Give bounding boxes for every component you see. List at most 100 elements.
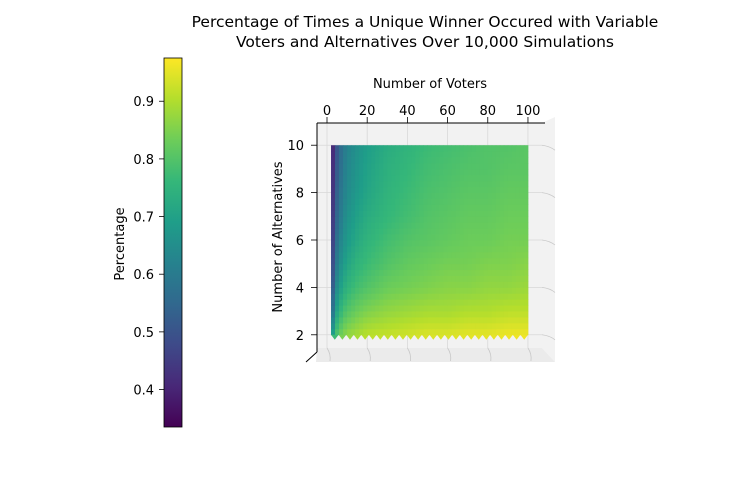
surface-cell	[479, 204, 485, 211]
surface-cell	[343, 192, 348, 199]
surface-cell	[519, 162, 525, 170]
surface-cell	[495, 269, 501, 276]
surface-cell	[339, 245, 344, 253]
surface-cell	[415, 257, 420, 265]
surface-cell	[515, 210, 521, 217]
surface-cell	[415, 251, 420, 259]
surface-cell	[403, 245, 408, 253]
surface-cell	[363, 305, 368, 312]
surface-cell	[515, 293, 521, 300]
surface-cell	[443, 269, 448, 276]
surface-cell	[399, 311, 404, 318]
surface-cell	[503, 263, 509, 271]
surface-cell	[331, 311, 336, 318]
surface-edge	[353, 334, 362, 340]
surface-cell	[471, 328, 477, 336]
surface-cell	[407, 299, 412, 306]
surface-cell	[363, 168, 368, 176]
surface-cell	[483, 145, 489, 152]
surface-cell	[411, 210, 416, 217]
surface-cell	[511, 151, 517, 158]
surface-cell	[435, 228, 440, 235]
surface-cell	[335, 198, 340, 205]
surface-cell	[507, 222, 513, 229]
surface-cell	[443, 322, 448, 330]
surface-cell	[339, 328, 344, 336]
surface-cell	[427, 192, 432, 199]
surface-cell	[415, 275, 420, 282]
surface-cell	[355, 162, 360, 170]
surface-cell	[483, 180, 489, 188]
surface-cell	[515, 192, 521, 199]
surface-cell	[467, 151, 473, 158]
surface-cell	[439, 240, 444, 247]
surface-edge	[406, 334, 415, 340]
surface-cell	[419, 287, 424, 294]
surface-cell	[471, 174, 477, 182]
surface-cell	[347, 222, 352, 229]
surface-cell	[419, 299, 424, 306]
surface-cell	[411, 180, 416, 188]
surface-cell	[391, 198, 396, 205]
surface-cell	[351, 151, 356, 158]
surface-cell	[439, 198, 444, 205]
surface-cell	[367, 269, 372, 276]
surface-cell	[387, 204, 392, 211]
surface-cell	[467, 269, 473, 276]
surface-cell	[523, 180, 529, 188]
surface-cell	[491, 263, 497, 271]
surface-cell	[347, 157, 352, 164]
surface-edge	[399, 334, 407, 340]
surface-cell	[391, 174, 396, 182]
surface-cell	[475, 240, 481, 247]
surface-cell	[495, 251, 501, 259]
surface-cell	[419, 157, 424, 164]
surface-cell	[347, 245, 352, 253]
surface-cell	[435, 151, 440, 158]
surface-cell	[431, 216, 436, 223]
surface-cell	[423, 305, 428, 312]
surface-cell	[459, 251, 465, 259]
surface-cell	[407, 328, 412, 336]
surface-cell	[463, 204, 469, 211]
surface-cell	[427, 180, 432, 188]
surface-cell	[467, 145, 473, 152]
surface-cell	[415, 328, 420, 336]
surface-cell	[451, 145, 457, 152]
surface-cell	[403, 151, 408, 158]
surface-cell	[359, 245, 364, 253]
surface-cell	[431, 174, 436, 182]
surface-cell	[431, 257, 436, 265]
surface-cell	[439, 322, 444, 330]
surface-cell	[495, 281, 501, 288]
surface-cell	[375, 234, 380, 241]
surface-cell	[387, 210, 392, 217]
surface-cell	[383, 322, 388, 330]
surface-cell	[419, 257, 424, 265]
surface-cell	[383, 204, 388, 211]
surface-cell	[387, 263, 392, 271]
surface-cell	[407, 174, 412, 182]
surface-cell	[467, 328, 473, 336]
surface-cell	[439, 317, 444, 324]
surface-cell	[519, 293, 525, 300]
surface-cell	[387, 275, 392, 282]
surface-cell	[443, 198, 448, 205]
surface-cell	[347, 263, 352, 271]
surface-cell	[515, 311, 521, 318]
surface-cell	[347, 151, 352, 158]
surface-cell	[515, 322, 521, 330]
surface-cell	[495, 328, 501, 336]
surface-cell	[355, 151, 360, 158]
surface-cell	[351, 216, 356, 223]
surface-cell	[467, 322, 473, 330]
surface-cell	[503, 275, 509, 282]
surface-cell	[347, 145, 352, 152]
surface-cell	[391, 275, 396, 282]
surface-cell	[343, 168, 348, 176]
surface-cell	[503, 269, 509, 276]
surface-cell	[475, 275, 481, 282]
surface-cell	[331, 245, 336, 253]
surface-cell	[459, 311, 465, 318]
surface-cell	[479, 180, 485, 188]
